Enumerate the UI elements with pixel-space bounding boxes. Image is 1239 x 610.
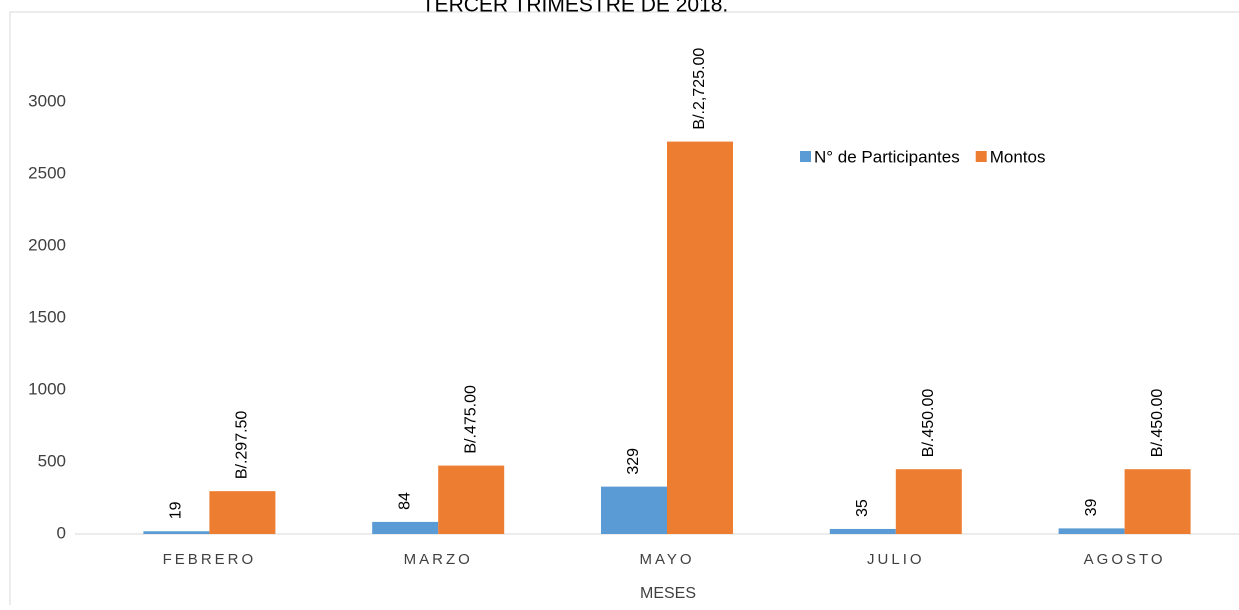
data-label: 84 [396,492,413,510]
bar [1124,469,1191,534]
data-label: 19 [168,501,185,519]
y-tick-label: 1500 [28,307,66,326]
x-tick-label: AGOSTO [1084,551,1166,568]
data-label: B/.297.50 [234,411,251,480]
data-label: B/.450.00 [920,389,937,458]
data-label: 39 [1083,498,1100,516]
chart-title: TERCER TRIMESTRE DE 2018. [422,0,729,17]
bar [143,531,210,534]
y-tick-label: 3000 [28,91,66,110]
bar [829,528,896,534]
data-label: B/.2,725.00 [691,48,708,130]
y-tick-label: 0 [57,523,66,542]
y-tick-label: 2000 [28,235,66,254]
bar [438,465,505,534]
data-label: 35 [854,499,871,517]
bar [895,469,962,534]
bar [601,486,667,534]
y-tick-label: 500 [38,451,66,470]
y-tick-label: 2500 [28,163,66,182]
legend-label: N° de Participantes [814,147,960,166]
x-tick-label: MAYO [639,551,694,568]
bar [667,141,733,534]
data-label: B/.450.00 [1149,389,1166,458]
legend-swatch [975,151,987,162]
bar [209,491,276,534]
x-axis-label: MESES [640,585,696,602]
data-label: B/.475.00 [462,385,479,454]
legend-label: Montos [990,147,1046,166]
bar [372,521,439,534]
data-label: 329 [625,448,642,475]
bar [1058,528,1125,534]
x-tick-label: JULIO [867,551,925,568]
y-tick-label: 1000 [28,379,66,398]
x-tick-label: FEBRERO [163,551,257,568]
legend-swatch [800,151,811,162]
x-tick-label: MARZO [404,551,473,568]
